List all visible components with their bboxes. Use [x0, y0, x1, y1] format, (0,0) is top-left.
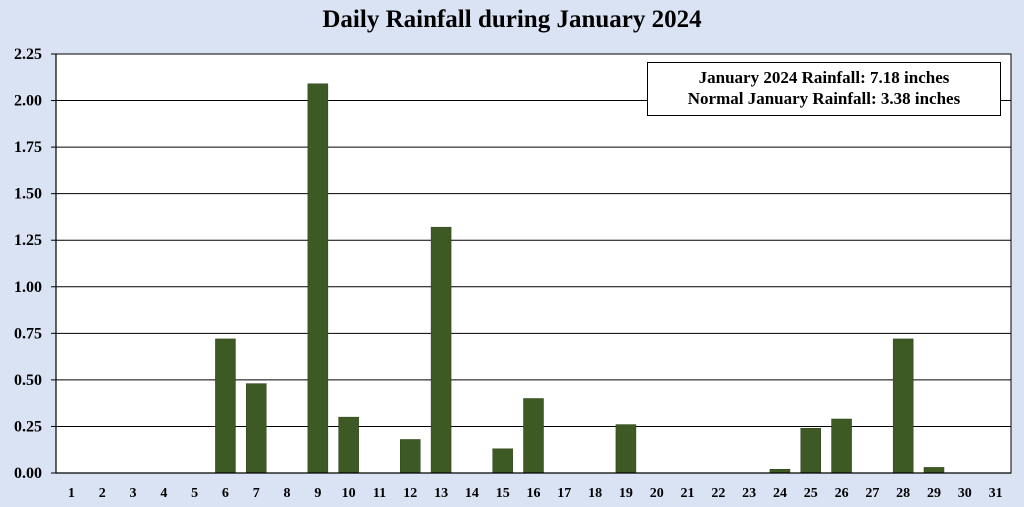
- x-tick-label: 19: [619, 486, 633, 501]
- x-tick-label: 3: [130, 486, 137, 501]
- x-tick-label: 28: [896, 486, 910, 501]
- y-tick-label: 0.50: [14, 372, 42, 389]
- bar-day-13: [430, 226, 452, 474]
- x-tick-label: 22: [711, 486, 725, 501]
- x-tick-label: 23: [742, 486, 756, 501]
- x-tick-label: 18: [588, 486, 602, 501]
- x-tick-label: 20: [650, 486, 664, 501]
- rainfall-summary-box: January 2024 Rainfall: 7.18 inches Norma…: [647, 62, 1001, 116]
- bar-day-12: [400, 439, 421, 474]
- x-tick-label: 5: [191, 486, 198, 501]
- y-tick-label: 0.00: [14, 465, 42, 482]
- x-tick-label: 13: [434, 486, 448, 501]
- x-tick-label: 16: [527, 486, 541, 501]
- x-tick-label: 21: [681, 486, 695, 501]
- bar-day-6: [215, 338, 236, 474]
- bar-day-10: [338, 416, 359, 474]
- y-tick-label: 2.25: [14, 46, 42, 63]
- x-tick-label: 11: [373, 486, 386, 501]
- x-tick-label: 31: [989, 486, 1003, 501]
- x-tick-label: 10: [342, 486, 356, 501]
- x-tick-label: 6: [222, 486, 229, 501]
- x-tick-label: 4: [160, 486, 167, 501]
- y-tick-label: 1.50: [14, 186, 42, 203]
- x-tick-label: 1: [68, 486, 75, 501]
- x-tick-label: 29: [927, 486, 941, 501]
- y-tick-label: 1.75: [14, 139, 42, 156]
- bar-day-29: [923, 467, 945, 474]
- bar-day-25: [800, 428, 822, 474]
- bar-day-28: [892, 338, 914, 474]
- y-tick-label: 0.25: [14, 418, 42, 435]
- x-tick-label: 30: [958, 486, 972, 501]
- x-tick-label: 15: [496, 486, 510, 501]
- x-tick-label: 12: [403, 486, 417, 501]
- y-tick-label: 0.75: [14, 325, 42, 342]
- bar-day-19: [615, 424, 637, 474]
- summary-line-total: January 2024 Rainfall: 7.18 inches: [698, 68, 950, 87]
- bar-day-9: [307, 83, 329, 474]
- x-tick-label: 2: [99, 486, 106, 501]
- bar-day-7: [245, 383, 267, 474]
- y-tick-label: 2.00: [14, 93, 42, 110]
- x-tick-label: 8: [284, 486, 291, 501]
- x-tick-label: 14: [465, 486, 479, 501]
- bar-day-26: [831, 418, 852, 474]
- x-tick-label: 25: [804, 486, 818, 501]
- x-tick-label: 7: [253, 486, 260, 501]
- y-tick-label: 1.00: [14, 279, 42, 296]
- x-tick-label: 27: [865, 486, 879, 501]
- x-tick-label: 26: [835, 486, 849, 501]
- summary-line-normal: Normal January Rainfall: 3.38 inches: [687, 89, 961, 108]
- chart-title: Daily Rainfall during January 2024: [322, 6, 702, 33]
- bar-day-16: [523, 398, 544, 474]
- x-tick-label: 17: [557, 486, 571, 501]
- x-tick-label: 24: [773, 486, 787, 501]
- y-tick-label: 1.25: [14, 232, 42, 249]
- bar-day-15: [492, 448, 513, 474]
- x-tick-label: 9: [314, 486, 321, 501]
